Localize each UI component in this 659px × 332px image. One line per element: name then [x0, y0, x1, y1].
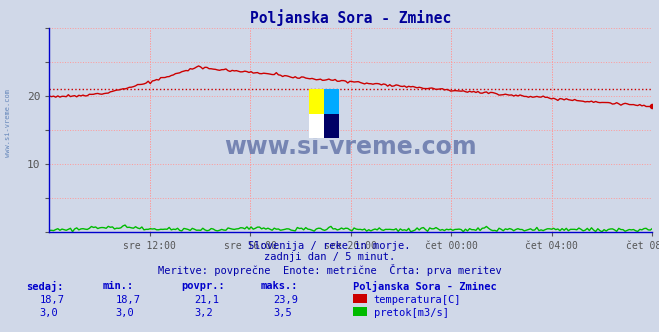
Bar: [324, 89, 339, 114]
Text: 3,0: 3,0: [115, 308, 134, 318]
Text: 18,7: 18,7: [40, 295, 65, 305]
Bar: [308, 89, 324, 114]
Bar: [308, 114, 324, 138]
Text: 21,1: 21,1: [194, 295, 219, 305]
Text: temperatura[C]: temperatura[C]: [374, 295, 461, 305]
Text: pretok[m3/s]: pretok[m3/s]: [374, 308, 449, 318]
Text: 23,9: 23,9: [273, 295, 299, 305]
Text: sedaj:: sedaj:: [26, 281, 64, 291]
Text: maks.:: maks.:: [260, 281, 298, 290]
Text: zadnji dan / 5 minut.: zadnji dan / 5 minut.: [264, 252, 395, 262]
Text: 3,5: 3,5: [273, 308, 292, 318]
Text: Poljanska Sora - Zminec: Poljanska Sora - Zminec: [353, 281, 496, 291]
Text: 3,0: 3,0: [40, 308, 58, 318]
Text: povpr.:: povpr.:: [181, 281, 225, 290]
Text: Slovenija / reke in morje.: Slovenija / reke in morje.: [248, 241, 411, 251]
Title: Poljanska Sora - Zminec: Poljanska Sora - Zminec: [250, 9, 451, 26]
Text: www.si-vreme.com: www.si-vreme.com: [225, 135, 477, 159]
Text: Meritve: povprečne  Enote: metrične  Črta: prva meritev: Meritve: povprečne Enote: metrične Črta:…: [158, 264, 501, 276]
Text: www.si-vreme.com: www.si-vreme.com: [5, 89, 11, 157]
Bar: [324, 114, 339, 138]
Text: min.:: min.:: [102, 281, 133, 290]
Text: 18,7: 18,7: [115, 295, 140, 305]
Text: 3,2: 3,2: [194, 308, 213, 318]
